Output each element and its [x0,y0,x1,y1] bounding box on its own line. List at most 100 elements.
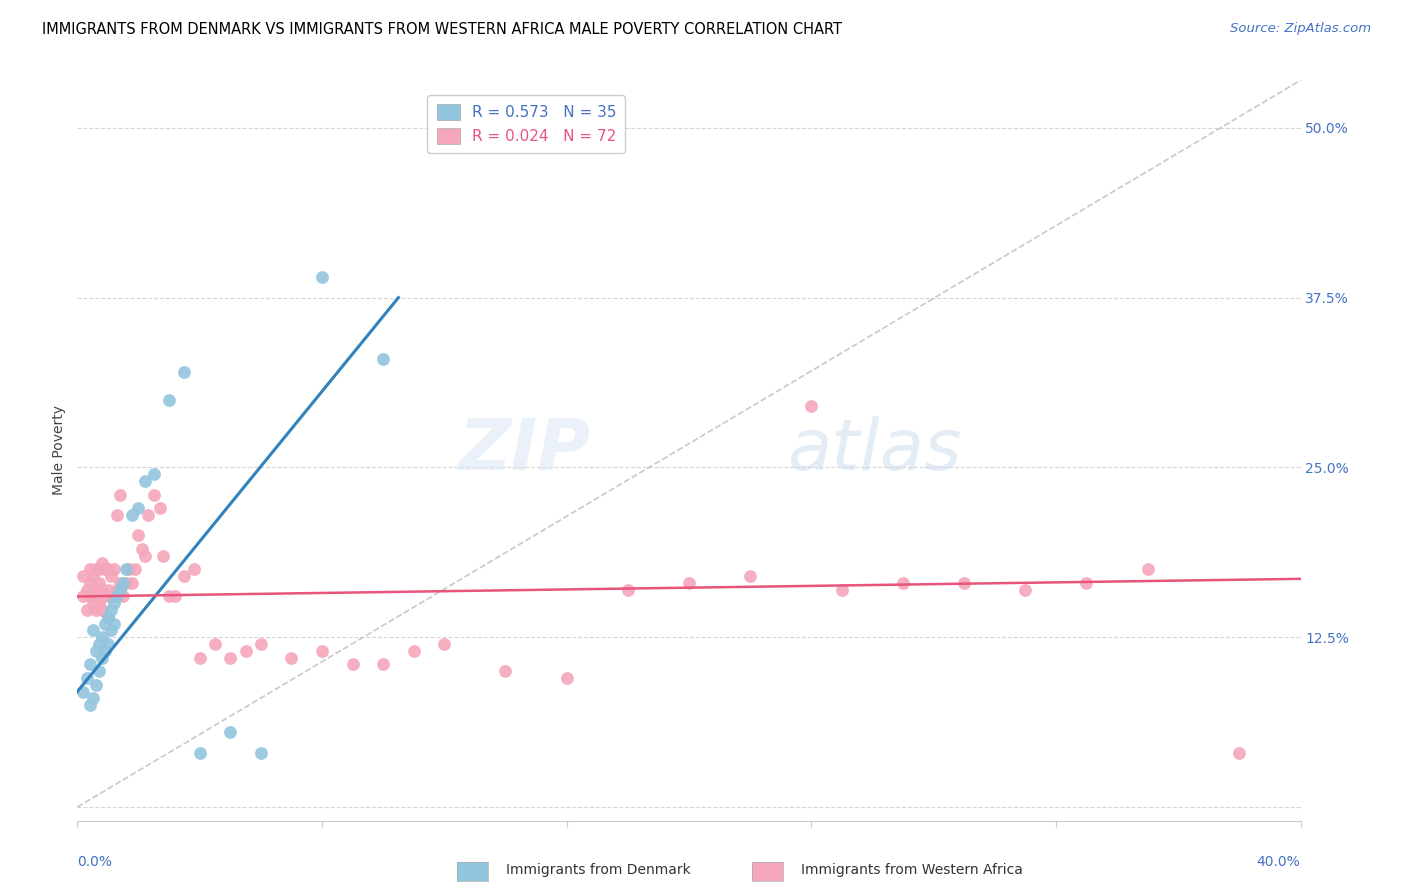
Point [142,467,165,482]
Point [342,657,364,672]
Point [84,582,107,597]
Point [115,562,138,576]
Text: 0.0%: 0.0% [77,855,112,869]
Point [84,644,107,658]
Point [87,575,110,590]
Point [118,562,141,576]
Point [84,678,107,692]
Point [678,575,700,590]
Point [250,746,273,760]
Point [204,637,226,651]
Point [149,501,172,516]
Point [82,582,104,597]
Point [84,562,107,576]
Point [157,590,180,604]
Point [134,474,156,488]
Point [188,746,211,760]
Point [84,603,107,617]
Point [131,541,153,556]
Point [371,351,394,366]
Point [157,392,180,407]
Point [100,590,122,604]
Point [136,508,159,522]
Point [173,569,195,583]
Point [555,671,578,685]
Point [103,562,125,576]
Point [134,549,156,563]
Point [90,630,112,644]
Point [108,575,131,590]
Point [76,603,98,617]
Point [128,528,150,542]
Point [183,562,205,576]
Point [79,698,101,713]
Point [121,508,143,522]
Point [219,650,242,665]
Point [235,644,257,658]
Text: IMMIGRANTS FROM DENMARK VS IMMIGRANTS FROM WESTERN AFRICA MALE POVERTY CORRELATI: IMMIGRANTS FROM DENMARK VS IMMIGRANTS FR… [42,22,842,37]
Point [72,590,94,604]
Point [433,637,456,651]
Point [121,575,143,590]
Point [371,657,394,672]
Text: Immigrants from Western Africa: Immigrants from Western Africa [801,863,1024,877]
Point [87,637,110,651]
Point [152,549,174,563]
Point [831,582,853,597]
Point [97,610,120,624]
Point [76,671,98,685]
Point [1136,562,1159,576]
Point [1076,575,1098,590]
Point [311,270,333,285]
Point [250,637,273,651]
Point [1014,582,1036,597]
Point [103,616,125,631]
Point [402,644,425,658]
Point [97,610,120,624]
Point [740,569,762,583]
Point [891,575,914,590]
Point [142,487,165,501]
Point [115,575,138,590]
Text: Immigrants from Denmark: Immigrants from Denmark [506,863,690,877]
Text: 40.0%: 40.0% [1257,855,1301,869]
Point [90,556,112,570]
Point [800,400,823,414]
Point [72,684,94,698]
Point [94,616,117,631]
Point [173,365,195,379]
Point [100,603,122,617]
Point [82,624,104,638]
Point [94,644,117,658]
Point [94,562,117,576]
Point [128,501,150,516]
Point [82,596,104,610]
Point [87,596,110,610]
Point [112,575,135,590]
Point [76,582,98,597]
Point [100,569,122,583]
Legend: R = 0.573   N = 35, R = 0.024   N = 72: R = 0.573 N = 35, R = 0.024 N = 72 [427,95,626,153]
Point [124,562,146,576]
Point [108,487,131,501]
Point [495,664,517,678]
Point [165,590,187,604]
Point [105,508,128,522]
Text: Source: ZipAtlas.com: Source: ZipAtlas.com [1230,22,1371,36]
Point [112,590,135,604]
Point [87,562,110,576]
Point [311,644,333,658]
Point [97,637,120,651]
Point [79,590,101,604]
Point [79,562,101,576]
Point [103,596,125,610]
Point [97,562,120,576]
Point [87,664,110,678]
Point [103,590,125,604]
Point [105,582,128,597]
Point [90,650,112,665]
Point [1229,746,1251,760]
Point [105,590,128,604]
Point [280,650,302,665]
Point [90,603,112,617]
